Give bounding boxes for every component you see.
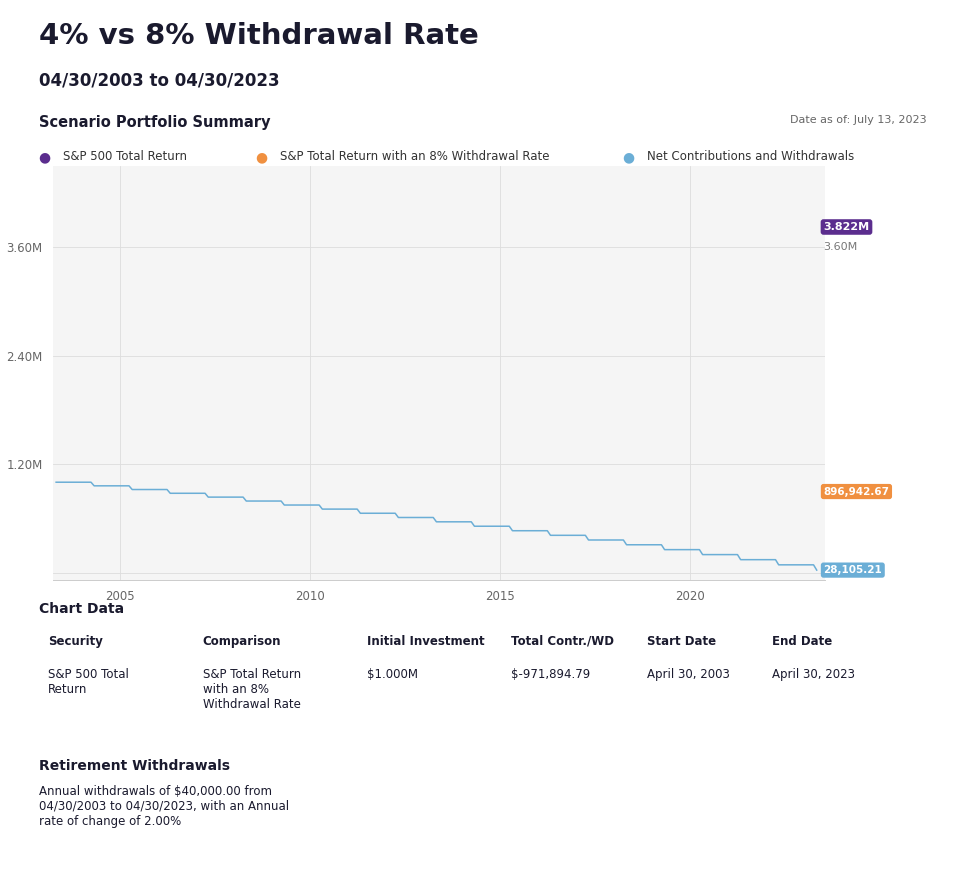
Text: S&P 500 Total
Return: S&P 500 Total Return	[48, 668, 129, 696]
Text: Initial Investment: Initial Investment	[367, 635, 484, 648]
Text: S&P 500 Total Return: S&P 500 Total Return	[63, 150, 186, 163]
Text: Total Contr./WD: Total Contr./WD	[511, 635, 615, 648]
Text: April 30, 2023: April 30, 2023	[772, 668, 855, 681]
Text: 3.822M: 3.822M	[823, 222, 869, 232]
Text: S&P Total Return
with an 8%
Withdrawal Rate: S&P Total Return with an 8% Withdrawal R…	[203, 668, 301, 711]
Text: Start Date: Start Date	[647, 635, 716, 648]
Text: Comparison: Comparison	[203, 635, 281, 648]
Text: Net Contributions and Withdrawals: Net Contributions and Withdrawals	[647, 150, 854, 163]
Text: $1.000M: $1.000M	[367, 668, 418, 681]
Text: S&P Total Return with an 8% Withdrawal Rate: S&P Total Return with an 8% Withdrawal R…	[280, 150, 549, 163]
Text: Date as of: July 13, 2023: Date as of: July 13, 2023	[789, 115, 926, 125]
Text: ●: ●	[256, 150, 268, 164]
Text: 4% vs 8% Withdrawal Rate: 4% vs 8% Withdrawal Rate	[39, 22, 479, 50]
Text: ●: ●	[39, 150, 51, 164]
Text: Annual withdrawals of $40,000.00 from
04/30/2003 to 04/30/2023, with an Annual
r: Annual withdrawals of $40,000.00 from 04…	[39, 785, 289, 828]
Text: $-971,894.79: $-971,894.79	[511, 668, 591, 681]
Text: ●: ●	[622, 150, 635, 164]
Text: Chart Data: Chart Data	[39, 602, 124, 616]
Text: Security: Security	[48, 635, 103, 648]
Text: 28,105.21: 28,105.21	[823, 565, 882, 576]
Text: 04/30/2003 to 04/30/2023: 04/30/2003 to 04/30/2023	[39, 72, 279, 90]
Text: Scenario Portfolio Summary: Scenario Portfolio Summary	[39, 115, 270, 130]
Text: 3.60M: 3.60M	[823, 242, 858, 252]
Text: 896,942.67: 896,942.67	[823, 487, 890, 496]
Text: Retirement Withdrawals: Retirement Withdrawals	[39, 759, 230, 773]
Text: April 30, 2003: April 30, 2003	[647, 668, 730, 681]
Text: End Date: End Date	[772, 635, 832, 648]
